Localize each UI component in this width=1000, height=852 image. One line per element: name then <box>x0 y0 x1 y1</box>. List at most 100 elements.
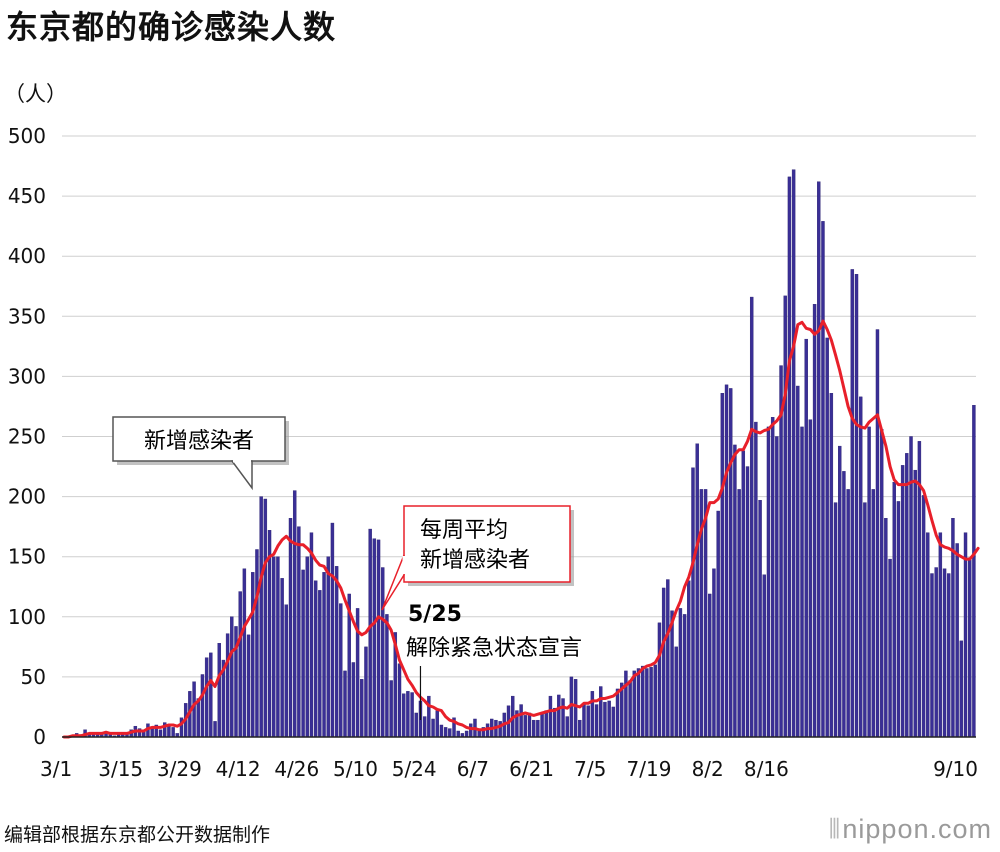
bar <box>498 721 502 738</box>
bar <box>360 679 364 738</box>
bar <box>708 593 712 738</box>
bar <box>657 622 662 738</box>
bar <box>372 538 377 738</box>
x-tick-label: 6/7 <box>457 757 489 781</box>
bar <box>842 471 846 738</box>
bar <box>540 713 544 738</box>
logo-text: nippon <box>842 814 930 844</box>
y-tick-label: 250 <box>8 425 46 449</box>
bar <box>628 680 632 738</box>
bar <box>376 539 381 738</box>
bar <box>770 417 775 738</box>
bar <box>544 710 548 738</box>
bar <box>200 674 205 738</box>
bar <box>913 469 917 738</box>
bar <box>926 532 930 738</box>
bar <box>741 450 746 738</box>
bar <box>586 705 590 738</box>
bar <box>477 730 481 738</box>
bar <box>955 543 959 738</box>
bar <box>884 518 888 738</box>
bar <box>439 724 444 738</box>
bar <box>846 489 850 738</box>
bar <box>720 393 725 738</box>
bar <box>548 695 553 738</box>
bar <box>716 510 720 738</box>
callout-weekly-average-line2: 新增感染者 <box>420 548 530 573</box>
logo-suffix: .com <box>929 814 992 844</box>
bar <box>892 481 896 738</box>
bar <box>942 568 947 738</box>
callout-weekly-average-pointer <box>381 554 405 611</box>
bar <box>766 426 771 738</box>
bar <box>724 384 729 738</box>
bar <box>443 727 448 738</box>
bar <box>272 556 276 738</box>
y-tick-label: 400 <box>8 244 46 268</box>
bar <box>871 489 875 738</box>
bar <box>737 489 741 738</box>
bar <box>624 670 628 738</box>
callout-weekly-average-box <box>403 505 571 583</box>
bar <box>636 668 641 738</box>
bar <box>251 572 255 738</box>
bar <box>649 667 653 738</box>
bar <box>276 556 280 738</box>
bar <box>301 569 305 738</box>
bar <box>292 490 297 738</box>
bar <box>800 426 804 738</box>
bar <box>531 719 536 738</box>
bar <box>519 704 523 738</box>
bar <box>775 436 779 738</box>
bar <box>448 728 452 738</box>
bar <box>858 396 863 738</box>
bar <box>318 590 322 738</box>
x-tick-label: 7/19 <box>627 757 672 781</box>
bar <box>230 616 234 738</box>
x-tick-label: 7/5 <box>574 757 606 781</box>
weekly-average-line-group <box>62 319 980 739</box>
bar <box>557 694 561 738</box>
y-tick-label: 0 <box>33 725 46 749</box>
bar <box>401 693 406 738</box>
bar <box>389 680 393 738</box>
callout-new-cases-label: 新增感染者 <box>144 429 254 454</box>
bar <box>615 688 620 738</box>
bar <box>343 670 347 738</box>
bar <box>787 176 792 738</box>
bar <box>225 633 230 738</box>
bar <box>875 329 880 738</box>
bar <box>938 532 943 738</box>
bar <box>150 728 154 738</box>
bar <box>565 716 569 738</box>
bar <box>259 496 263 738</box>
bar <box>456 730 460 738</box>
bar <box>209 652 213 738</box>
bar <box>431 718 435 738</box>
bar <box>850 269 855 738</box>
x-tick-label: 3/29 <box>157 757 202 781</box>
bar <box>691 467 695 738</box>
bar <box>833 502 838 738</box>
bar <box>762 574 766 738</box>
x-tick-label: 6/21 <box>509 757 554 781</box>
bar <box>573 679 578 738</box>
bar <box>297 526 301 738</box>
callout-new-cases-box <box>112 416 286 462</box>
bar <box>645 668 649 738</box>
bar <box>590 691 595 738</box>
bar <box>682 614 687 738</box>
bar <box>817 181 821 738</box>
bar <box>661 587 666 738</box>
bar <box>632 670 637 738</box>
bar <box>422 716 427 738</box>
bar <box>729 388 733 738</box>
bar <box>334 566 339 738</box>
bar <box>313 580 318 738</box>
bar <box>808 419 813 738</box>
bar <box>171 727 175 738</box>
source-note: 编辑部根据东京都公开数据制作 <box>4 824 271 846</box>
bar <box>749 296 754 738</box>
axes: 0 50 100 150 200 250 300 350 400 450 500 3/1 3/15 3/2… <box>8 124 978 781</box>
